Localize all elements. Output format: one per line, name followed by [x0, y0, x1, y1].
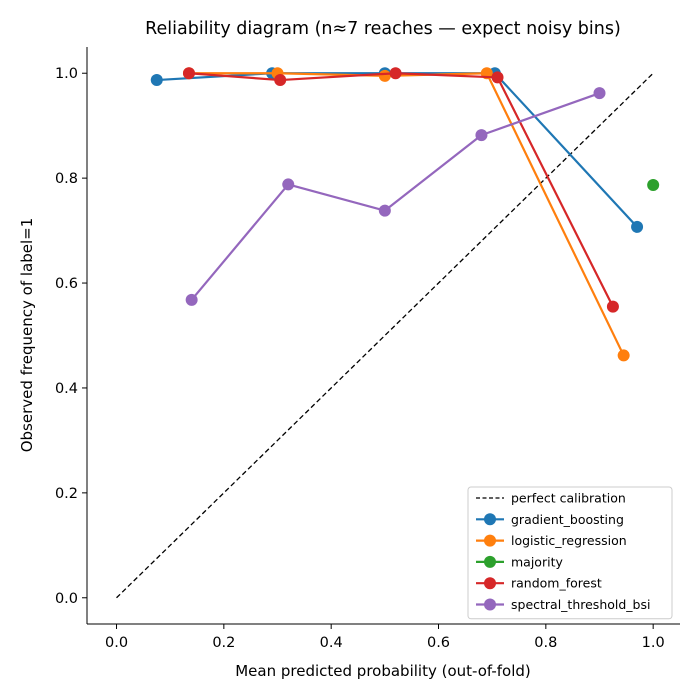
data-point	[274, 74, 287, 87]
data-point	[182, 67, 195, 80]
series-random-forest	[182, 67, 619, 313]
data-point	[389, 67, 402, 80]
series-spectral-threshold-bsi	[185, 87, 606, 306]
legend: perfect calibration gradient_boostinglogi…	[467, 486, 673, 620]
x-tick-label: 1.0	[642, 635, 665, 651]
data-point	[378, 204, 391, 217]
x-tick-label: 0.6	[427, 635, 450, 651]
legend-label: perfect calibration	[511, 491, 626, 506]
y-tick-label: 0.4	[55, 381, 78, 397]
series-line	[188, 72, 614, 308]
legend-item: perfect calibration	[476, 491, 626, 506]
legend-label: gradient_boosting	[511, 512, 624, 527]
series-line	[188, 72, 625, 356]
legend-marker	[484, 577, 496, 590]
axes: 0.0 0.2 0.4 0.6 0.8 1.0 0.0 0.2 0.4 0.6 0.8 1.0	[55, 47, 680, 651]
x-tick-label: 0.0	[105, 635, 128, 651]
legend-item: spectral_threshold_bsi	[476, 597, 650, 612]
y-tick-label: 1.0	[55, 66, 78, 82]
x-axis-label: Mean predicted probability (out-of-fold)	[235, 662, 531, 680]
data-point	[631, 220, 644, 233]
legend-item: random_forest	[476, 576, 602, 591]
series-logistic-regression	[182, 67, 630, 362]
legend-item: logistic_regression	[476, 533, 627, 548]
y-axis-label: Observed frequency of label=1	[18, 218, 36, 453]
legend-marker	[484, 513, 496, 526]
series-line	[190, 92, 600, 301]
y-tick-label: 0.8	[55, 171, 78, 187]
legend-frame	[467, 486, 673, 620]
legend-marker	[484, 555, 496, 568]
x-tick-label: 0.2	[212, 635, 235, 651]
data-point	[150, 74, 163, 87]
legend-label: random_forest	[511, 576, 602, 591]
series-line	[156, 72, 638, 228]
data-point	[593, 87, 606, 100]
x-tick-label: 0.8	[534, 635, 557, 651]
data-point	[606, 300, 619, 313]
legend-label: spectral_threshold_bsi	[511, 597, 650, 612]
legend-marker	[484, 534, 496, 547]
series-gradient-boosting	[150, 67, 644, 233]
y-tick-label: 0.6	[55, 276, 78, 292]
y-tick-label: 0.0	[55, 591, 78, 607]
legend-item: majority	[476, 554, 563, 569]
y-tick-label: 0.2	[55, 486, 78, 502]
chart-title: Reliability diagram (n≈7 reaches — expec…	[145, 19, 621, 39]
legend-label: majority	[511, 554, 563, 569]
x-tick-label: 0.4	[320, 635, 343, 651]
legend-marker	[484, 598, 496, 611]
legend-label: logistic_regression	[511, 533, 627, 548]
data-point	[617, 349, 630, 362]
data-point	[378, 69, 391, 82]
data-point	[491, 71, 504, 84]
data-point	[647, 178, 660, 191]
series-majority	[647, 178, 660, 191]
data-point	[282, 178, 295, 191]
data-point	[185, 293, 198, 306]
data-point	[475, 129, 488, 142]
legend-item: gradient_boosting	[476, 512, 624, 527]
plot-area	[116, 67, 660, 599]
perfect-calibration-line	[116, 72, 654, 599]
